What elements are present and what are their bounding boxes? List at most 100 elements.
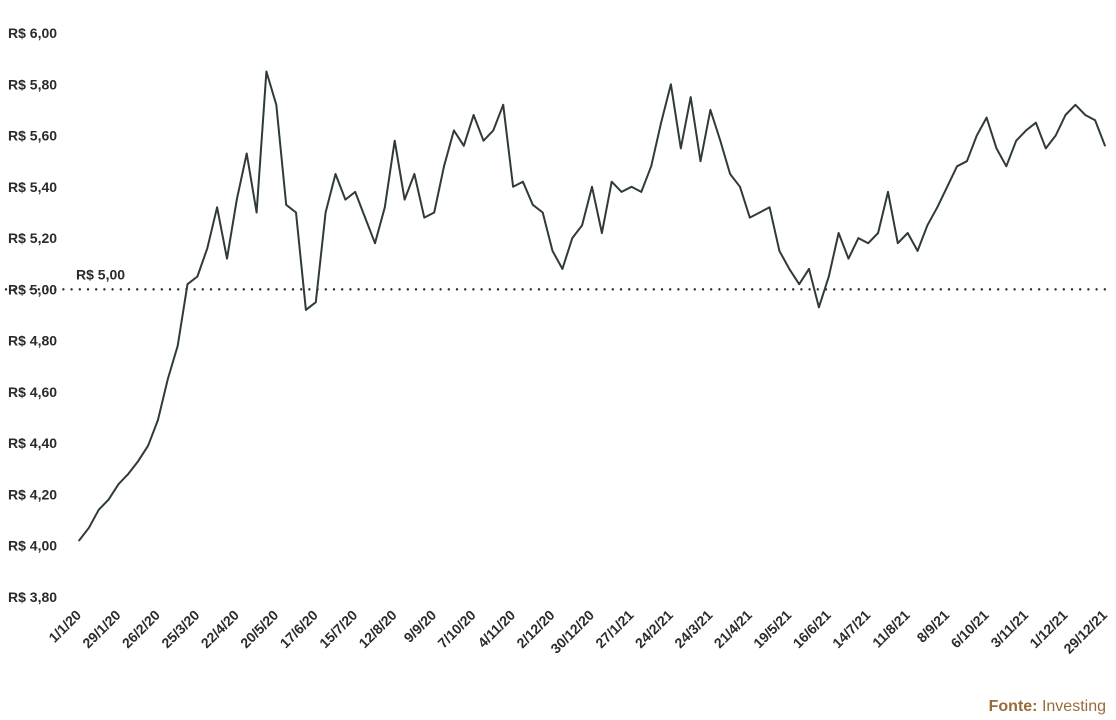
data-point — [1104, 145, 1106, 147]
data-point — [532, 204, 534, 206]
data-point — [236, 198, 238, 201]
data-point — [344, 198, 347, 201]
data-point — [433, 211, 436, 214]
x-tick-label: 20/5/20 — [237, 607, 281, 651]
data-point — [167, 378, 169, 380]
data-point — [798, 283, 800, 286]
data-point — [591, 186, 593, 188]
data-point — [88, 527, 90, 529]
x-tick-label: 12/8/20 — [355, 607, 399, 651]
y-tick-label: R$ 5,60 — [8, 128, 57, 144]
data-point — [561, 268, 564, 270]
data-point — [472, 114, 475, 116]
data-point — [887, 191, 889, 193]
data-point — [393, 139, 396, 142]
y-tick-label: R$ 4,00 — [8, 538, 57, 554]
data-point — [482, 139, 485, 142]
data-point — [946, 186, 948, 188]
x-tick-label: 11/8/21 — [869, 607, 913, 651]
data-point — [729, 173, 731, 175]
data-point — [551, 250, 554, 252]
data-point — [828, 275, 830, 278]
series-layer — [78, 70, 1106, 542]
data-point — [463, 145, 465, 147]
data-point — [699, 160, 702, 162]
data-point — [334, 173, 337, 175]
x-tick-label: 21/4/21 — [711, 607, 755, 651]
data-point — [423, 216, 426, 219]
y-tick-label: R$ 4,40 — [8, 435, 57, 451]
data-point — [670, 83, 672, 86]
data-point — [758, 211, 761, 214]
data-point — [976, 134, 978, 137]
data-point — [1005, 165, 1008, 168]
data-point — [255, 211, 258, 214]
data-point — [176, 345, 179, 347]
y-tick-label: R$ 5,40 — [8, 179, 57, 195]
data-point — [1025, 129, 1027, 132]
x-tick-label: 27/1/21 — [592, 607, 636, 651]
x-tick-label: 16/6/21 — [790, 607, 834, 651]
data-point — [107, 498, 110, 501]
data-point — [196, 275, 199, 278]
data-point — [364, 216, 366, 219]
data-point — [778, 250, 781, 252]
data-point — [522, 180, 524, 183]
data-point — [818, 306, 820, 309]
data-point — [660, 121, 662, 124]
data-point — [315, 301, 317, 304]
data-point — [374, 242, 376, 244]
y-tick-label: R$ 5,20 — [8, 230, 57, 246]
y-tick-label: R$ 5,80 — [8, 76, 57, 92]
data-point — [226, 257, 228, 260]
x-tick-label: 17/6/20 — [277, 607, 321, 651]
reference-line-label: R$ 5,00 — [76, 266, 125, 282]
data-point — [610, 180, 613, 183]
data-point — [216, 206, 218, 209]
data-point — [403, 198, 406, 201]
data-point — [995, 147, 998, 150]
y-tick-label: R$ 5,00 — [8, 281, 57, 297]
y-tick-label: R$ 3,80 — [8, 589, 57, 605]
data-point — [847, 257, 850, 260]
data-point — [285, 204, 288, 206]
data-point — [541, 211, 544, 214]
data-point — [985, 116, 988, 119]
data-point — [867, 242, 869, 244]
x-tick-label: 14/7/21 — [829, 607, 873, 651]
data-point — [966, 160, 968, 162]
data-point — [354, 191, 357, 193]
data-point — [453, 129, 455, 132]
data-point — [680, 147, 682, 150]
x-tick-label: 15/7/20 — [316, 607, 360, 651]
data-point — [78, 539, 80, 542]
x-tick-label: 7/10/20 — [434, 607, 478, 651]
x-tick-label: 3/11/21 — [987, 607, 1031, 651]
data-point — [630, 186, 633, 188]
data-point — [117, 483, 120, 486]
data-point — [502, 104, 505, 106]
data-point — [157, 419, 159, 421]
x-tick-label: 24/2/21 — [632, 607, 676, 651]
data-point — [916, 250, 919, 252]
data-point — [749, 216, 751, 219]
data-point — [275, 104, 278, 106]
data-point — [384, 206, 386, 209]
data-point — [206, 247, 209, 250]
x-tick-label: 29/12/21 — [1060, 607, 1110, 657]
data-point — [640, 191, 643, 193]
y-tick-label: R$ 6,00 — [8, 25, 57, 41]
x-tick-label: 25/3/20 — [158, 607, 202, 651]
data-point — [936, 206, 939, 209]
data-point — [324, 211, 327, 214]
data-point — [1054, 134, 1057, 137]
data-point — [127, 473, 130, 475]
data-point — [1045, 147, 1047, 150]
data-point — [620, 191, 623, 193]
x-tick-label: 6/10/21 — [947, 607, 991, 651]
data-point — [245, 152, 248, 155]
data-point — [137, 460, 139, 462]
x-tick-label: 26/2/20 — [119, 607, 163, 651]
data-point — [601, 232, 603, 234]
